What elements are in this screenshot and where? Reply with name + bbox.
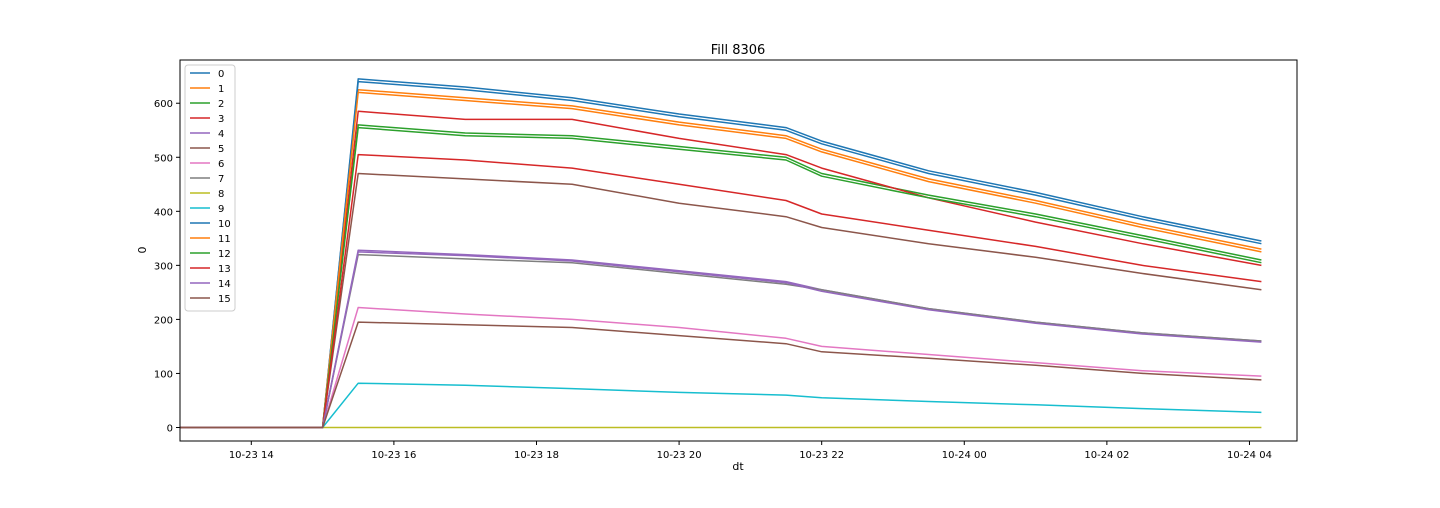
legend-label-3: 3: [218, 114, 224, 125]
plot-area-frame: [179, 59, 1298, 442]
y-tick-label: 100: [154, 369, 173, 380]
series-line-14: [180, 251, 1262, 429]
x-tick-label: 10-23 18: [514, 450, 559, 461]
legend-label-7: 7: [218, 174, 224, 185]
legend-label-14: 14: [218, 279, 231, 290]
x-tick-label: 10-24 00: [942, 450, 987, 461]
x-tick-label: 10-23 16: [371, 450, 416, 461]
series-line-6: [180, 306, 1262, 429]
series-line-15: [180, 321, 1262, 429]
legend-label-11: 11: [218, 234, 231, 245]
y-tick-label: 600: [154, 99, 173, 110]
x-tick-label: 10-23 14: [229, 450, 274, 461]
series-line-9: [180, 382, 1262, 429]
y-axis: 0 100 200 300 400 500 600: [154, 99, 180, 434]
legend-label-12: 12: [218, 249, 231, 260]
series-line-12: [180, 126, 1262, 429]
legend-label-2: 2: [218, 99, 224, 110]
x-tick-label: 10-24 02: [1084, 450, 1129, 461]
legend-label-5: 5: [218, 144, 224, 155]
y-tick-label: 400: [154, 207, 173, 218]
y-axis-label: 0: [136, 247, 149, 254]
x-tick-label: 10-23 20: [657, 450, 702, 461]
legend-label-4: 4: [218, 129, 224, 140]
y-tick-label: 300: [154, 261, 173, 272]
legend-label-13: 13: [218, 264, 231, 275]
legend-label-1: 1: [218, 84, 224, 95]
series-line-11: [180, 91, 1262, 429]
x-axis-label: dt: [732, 460, 744, 473]
series-line-3: [180, 110, 1262, 429]
y-tick-label: 0: [167, 423, 173, 434]
y-tick-label: 200: [154, 315, 173, 326]
series-line-5: [180, 172, 1262, 429]
legend-label-0: 0: [218, 69, 224, 80]
series-line-13: [180, 153, 1262, 429]
x-tick-label: 10-23 22: [799, 450, 844, 461]
chart-title: Fill 8306: [711, 43, 766, 58]
legend-label-8: 8: [218, 189, 224, 200]
plot-lines: [180, 78, 1262, 429]
x-axis: 10-23 14 10-23 16 10-23 18 10-23 20 10-23 22…: [229, 441, 1272, 461]
legend-label-10: 10: [218, 219, 231, 230]
x-tick-label: 10-24 04: [1227, 450, 1272, 461]
series-line-10: [180, 80, 1262, 429]
legend-label-6: 6: [218, 159, 224, 170]
legend-label-15: 15: [218, 294, 231, 305]
legend-label-9: 9: [218, 204, 224, 215]
legend-box: [184, 64, 236, 312]
y-tick-label: 500: [154, 153, 173, 164]
